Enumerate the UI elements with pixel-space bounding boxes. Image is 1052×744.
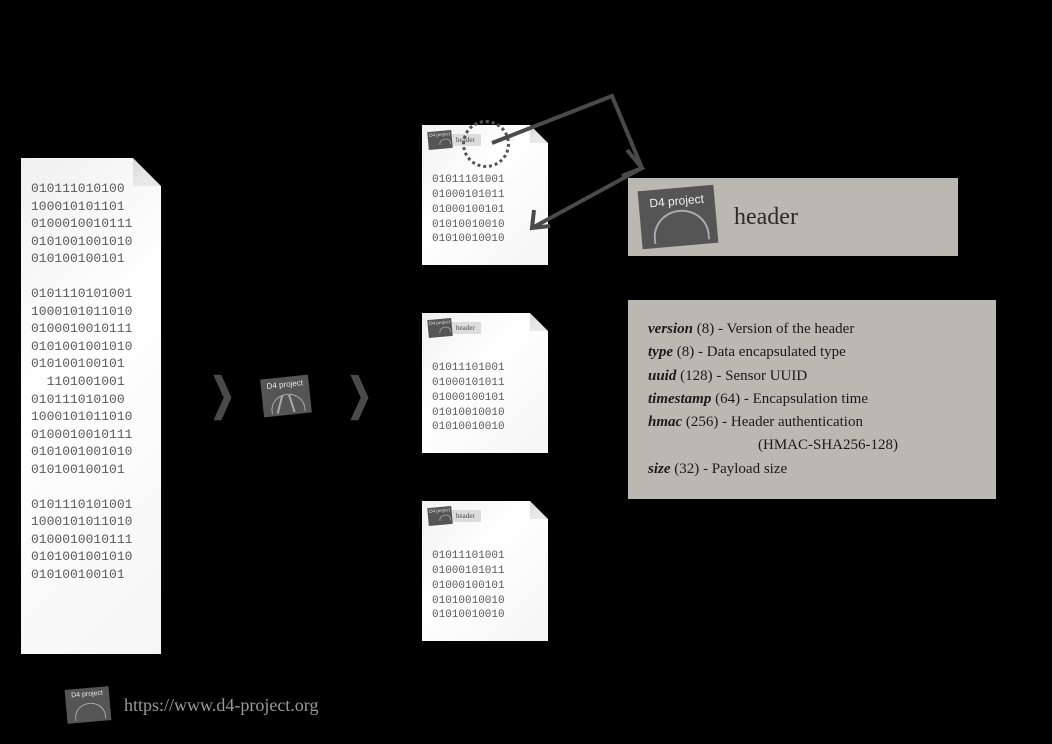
chunk-header-label: header [450,322,481,334]
field-desc: (HMAC-SHA256-128) [758,437,898,453]
d4-mini-icon: D4 project [427,506,452,526]
footer: D4 project https://www.d4-project.org [66,688,318,722]
field-name: timestamp [648,391,711,407]
chunk-page-2: D4 project header 01011101001 0100010101… [422,313,548,453]
project-url-link[interactable]: https://www.d4-project.org [124,695,318,716]
chunk-header-pill: D4 project header [428,319,481,337]
field-name: uuid [648,368,676,384]
source-binary-page: 010111010100 100010101101 0100010010111 … [21,158,161,654]
chunk-header-pill: D4 project header [428,507,481,525]
field-bits: (32) - [671,461,712,477]
header-fields-box: version (8) - Version of the headertype … [628,300,996,499]
header-box-title: header [734,204,798,231]
d4-logo-icon: D4 project [260,375,312,418]
field-bits: (8) - [693,321,726,337]
field-name: hmac [648,414,682,430]
chunk-binary-text: 01011101001 01000101011 01000100101 0101… [432,549,505,623]
field-desc: Data encapsulated type [707,344,846,360]
d4-footer-icon: D4 project [65,686,112,724]
header-field-line: uuid (128) - Sensor UUID [648,365,976,388]
d4-footer-label: D4 project [71,690,103,700]
field-name: size [648,461,671,477]
field-desc: Payload size [712,461,787,477]
header-field-line: version (8) - Version of the header [648,318,976,341]
field-desc: Sensor UUID [725,368,807,384]
field-desc: Version of the header [726,321,854,337]
header-field-line: (HMAC-SHA256-128) [648,434,976,457]
callout-arrow-head1 [622,150,642,176]
d4-logo-label: D4 project [266,378,303,391]
header-field-line: type (8) - Data encapsulated type [648,341,976,364]
chunk-header-label: header [450,510,481,522]
callout-arrow-body [492,96,642,228]
d4-mini-icon: D4 project [427,130,452,150]
header-detail-box: D4 project header [628,178,958,256]
field-desc: Header authentication [731,414,863,430]
header-field-line: timestamp (64) - Encapsulation time [648,388,976,411]
d4-logo-large-icon: D4 project [638,185,719,249]
d4-logo-large-label: D4 project [649,192,705,211]
field-bits: (128) - [676,368,725,384]
d4-mini-icon: D4 project [427,318,452,338]
header-field-line: size (32) - Payload size [648,458,976,481]
field-desc: Encapsulation time [753,391,868,407]
chunk-binary-text: 01011101001 01000101011 01000100101 0101… [432,361,505,435]
chevron-right-icon: ❯ [347,369,373,420]
chevron-right-icon: ❯ [210,369,236,420]
field-bits: (256) - [682,414,731,430]
field-name: type [648,344,673,360]
field-bits: (8) - [673,344,707,360]
header-field-line: hmac (256) - Header authentication [648,411,976,434]
field-bits: (64) - [711,391,752,407]
source-binary-text: 010111010100 100010101101 0100010010111 … [31,180,132,584]
chunk-page-3: D4 project header 01011101001 0100010101… [422,501,548,641]
field-name: version [648,321,693,337]
